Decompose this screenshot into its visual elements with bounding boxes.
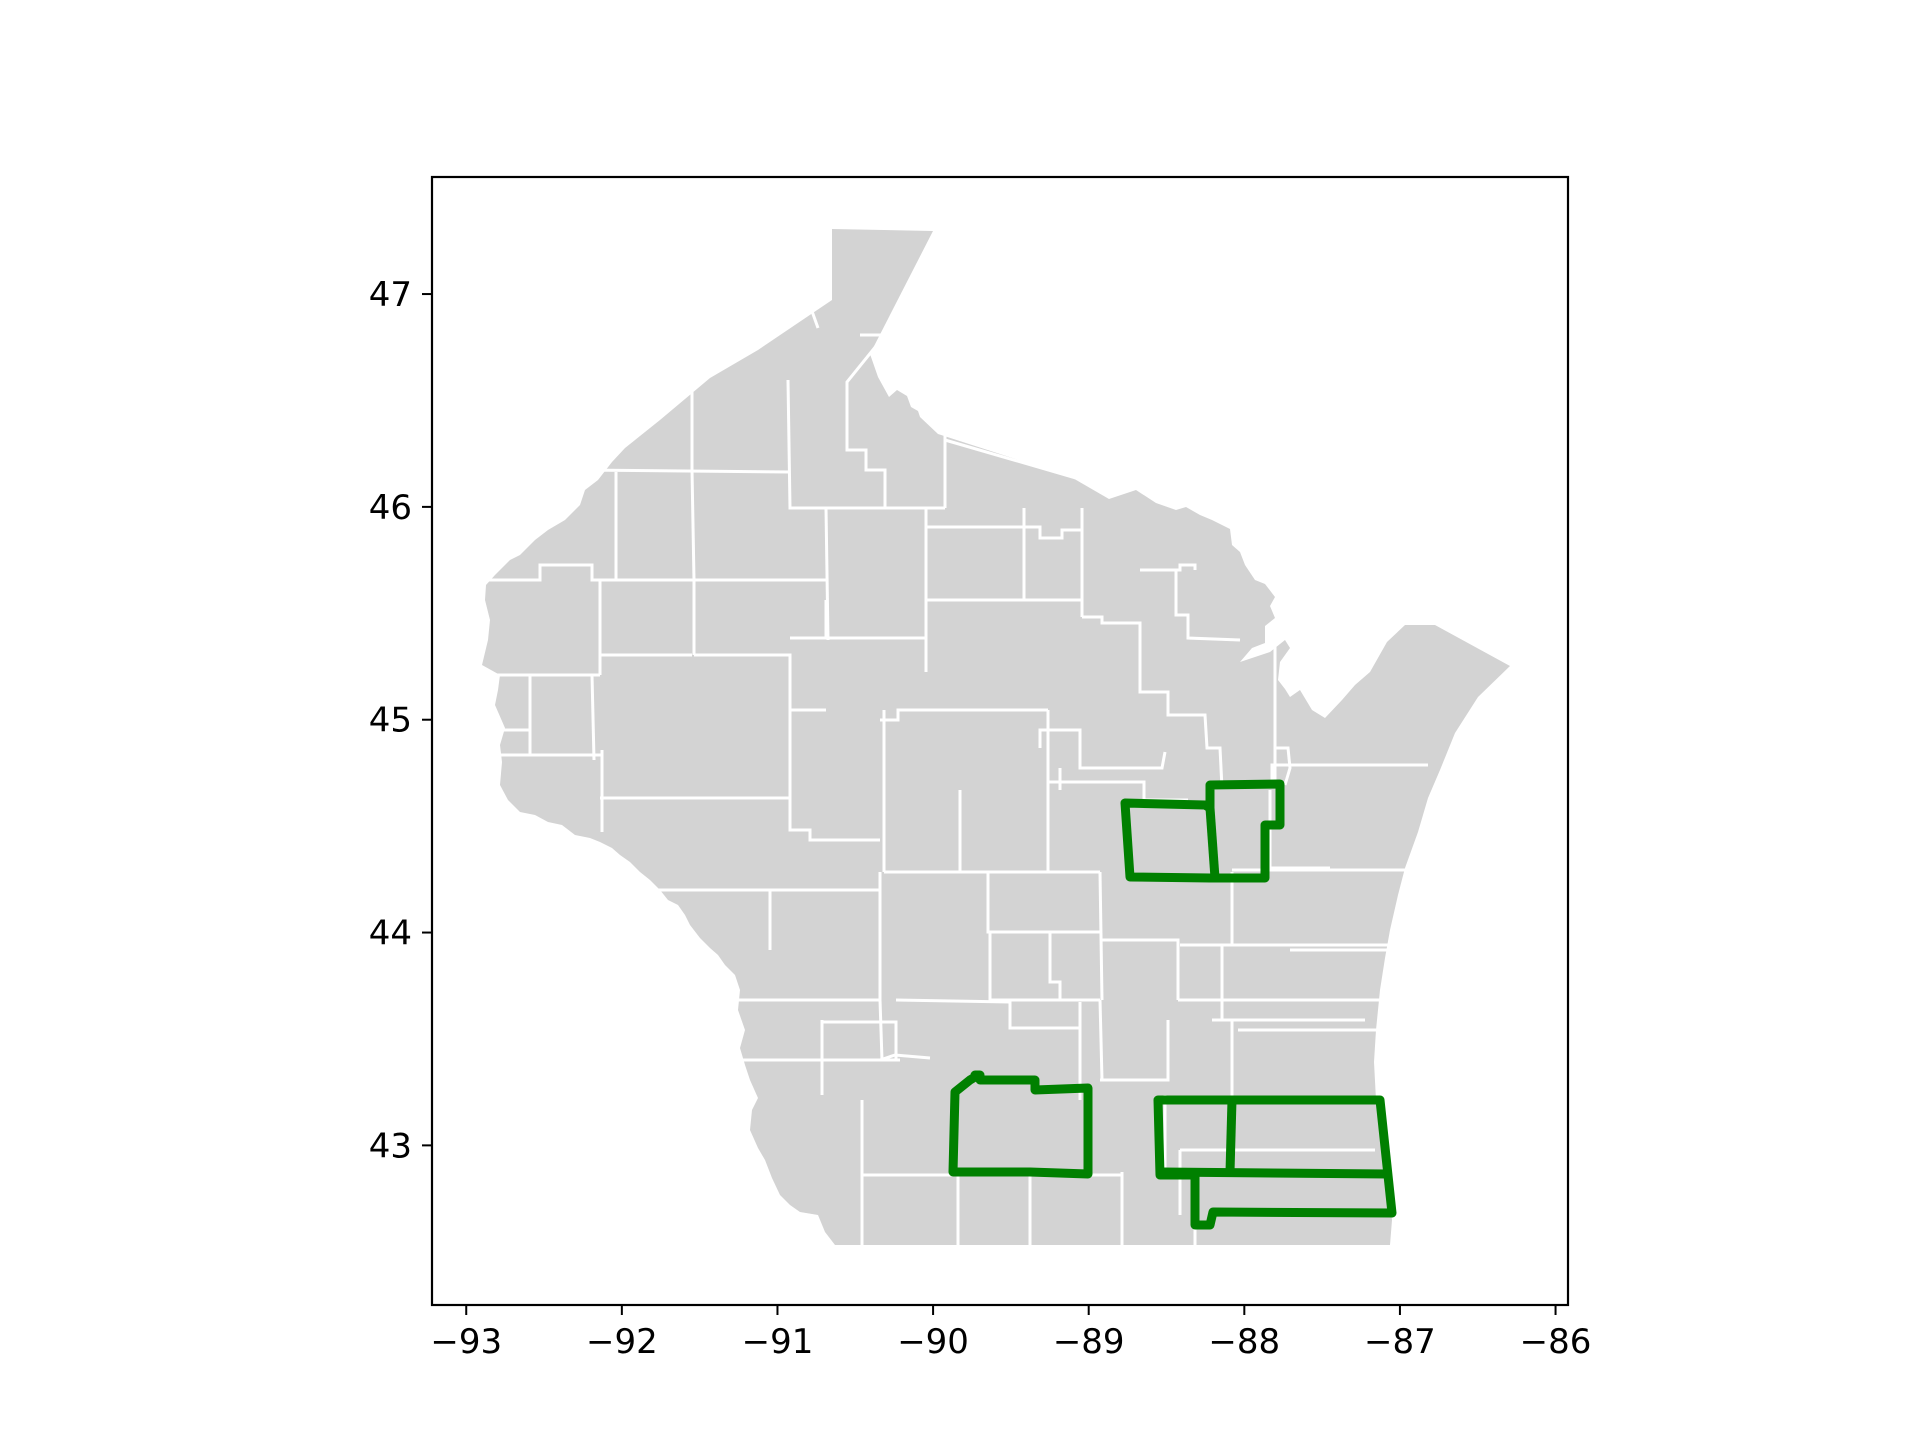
highlighted-regions [948, 779, 1397, 1230]
county-borders [486, 251, 1428, 1245]
highlight-region-north-divider [1205, 807, 1220, 879]
state-fill [482, 229, 1510, 1245]
x-tick-label: −89 [1053, 1322, 1125, 1362]
y-tick-label: 43 [369, 1126, 412, 1166]
x-tick-label: −87 [1364, 1322, 1436, 1362]
x-tick-label: −93 [430, 1322, 502, 1362]
x-tick-label: −88 [1208, 1322, 1280, 1362]
y-tick-label: 47 [369, 275, 412, 315]
y-tick-label: 44 [369, 914, 412, 954]
x-tick-label: −92 [586, 1322, 658, 1362]
highlight-region-southeast-divider-v [1225, 1099, 1237, 1173]
highlight-region-southeast-divider-h [1161, 1167, 1389, 1179]
x-tick-label: −90 [897, 1322, 969, 1362]
x-tick-label: −86 [1520, 1322, 1592, 1362]
axes-frame [430, 175, 1570, 1307]
y-axis: 43 44 45 46 47 [369, 275, 432, 1166]
x-axis: −93 −92 −91 −90 −89 −88 −87 −86 [430, 1305, 1591, 1362]
x-tick-label: −91 [742, 1322, 814, 1362]
y-tick-label: 45 [369, 701, 412, 741]
highlight-region-north [1120, 779, 1285, 883]
wisconsin-map [482, 229, 1510, 1245]
y-tick-label: 46 [369, 488, 412, 528]
highlight-region-southwest [948, 1070, 1093, 1179]
